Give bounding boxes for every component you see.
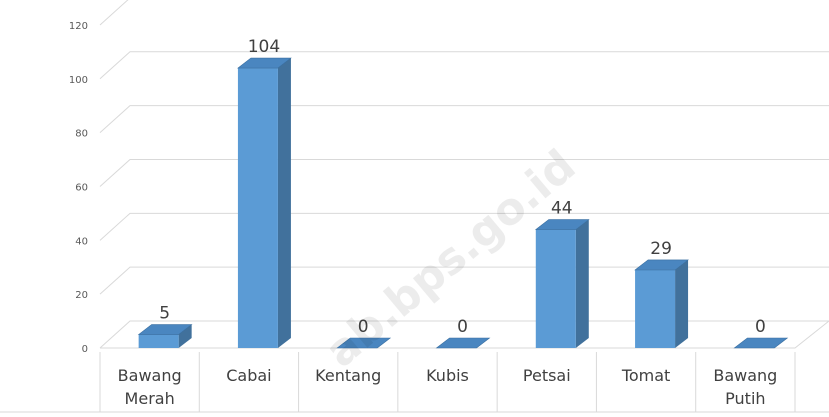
bar-top — [336, 337, 392, 349]
grid-line — [99, 51, 829, 80]
value-label: 5 — [159, 304, 170, 324]
bar-top — [137, 324, 193, 335]
value-label: 0 — [755, 317, 766, 337]
y-tick-label: 40 — [75, 236, 88, 247]
x-tick-label: Kubis — [426, 366, 469, 385]
bar — [237, 68, 278, 349]
y-tick-label: 60 — [75, 182, 88, 193]
bar-top — [534, 219, 590, 230]
x-tick-label: Tomat — [621, 366, 671, 385]
x-tick-label: Petsai — [523, 366, 571, 385]
bar — [635, 269, 676, 348]
grid-line — [99, 212, 829, 241]
x-tick-label: Bawang — [713, 366, 777, 385]
y-tick-label: 100 — [69, 75, 88, 86]
bar-side — [575, 219, 589, 348]
x-tick-label: Bawang — [118, 366, 182, 385]
value-label: 0 — [358, 317, 369, 337]
x-tick-label: Kentang — [315, 366, 381, 385]
bar-top — [634, 259, 689, 271]
x-tick-label: Cabai — [226, 366, 271, 385]
bar-top — [733, 337, 789, 349]
x-tick-label: Merah — [125, 389, 175, 408]
grid-line — [99, 266, 829, 295]
bar-side — [675, 259, 689, 348]
bar-top — [435, 337, 491, 349]
grid-line — [99, 105, 829, 134]
value-label: 0 — [457, 317, 468, 337]
bar — [535, 229, 576, 348]
value-label: 104 — [248, 37, 280, 57]
bar-side — [277, 58, 291, 348]
x-tick-label: Putih — [725, 389, 765, 408]
grid-line — [99, 0, 129, 26]
y-tick-label: 120 — [69, 21, 88, 32]
grid-line — [99, 158, 829, 187]
value-label: 44 — [551, 199, 573, 219]
grid-line — [99, 320, 829, 349]
value-label: 29 — [650, 239, 672, 259]
bar — [138, 334, 179, 348]
y-tick-label: 0 — [82, 344, 88, 355]
bar-top — [237, 57, 292, 69]
floor-edge — [100, 320, 829, 349]
bar-side — [178, 324, 192, 348]
y-tick-label: 80 — [75, 129, 88, 140]
y-tick-label: 20 — [75, 290, 88, 301]
